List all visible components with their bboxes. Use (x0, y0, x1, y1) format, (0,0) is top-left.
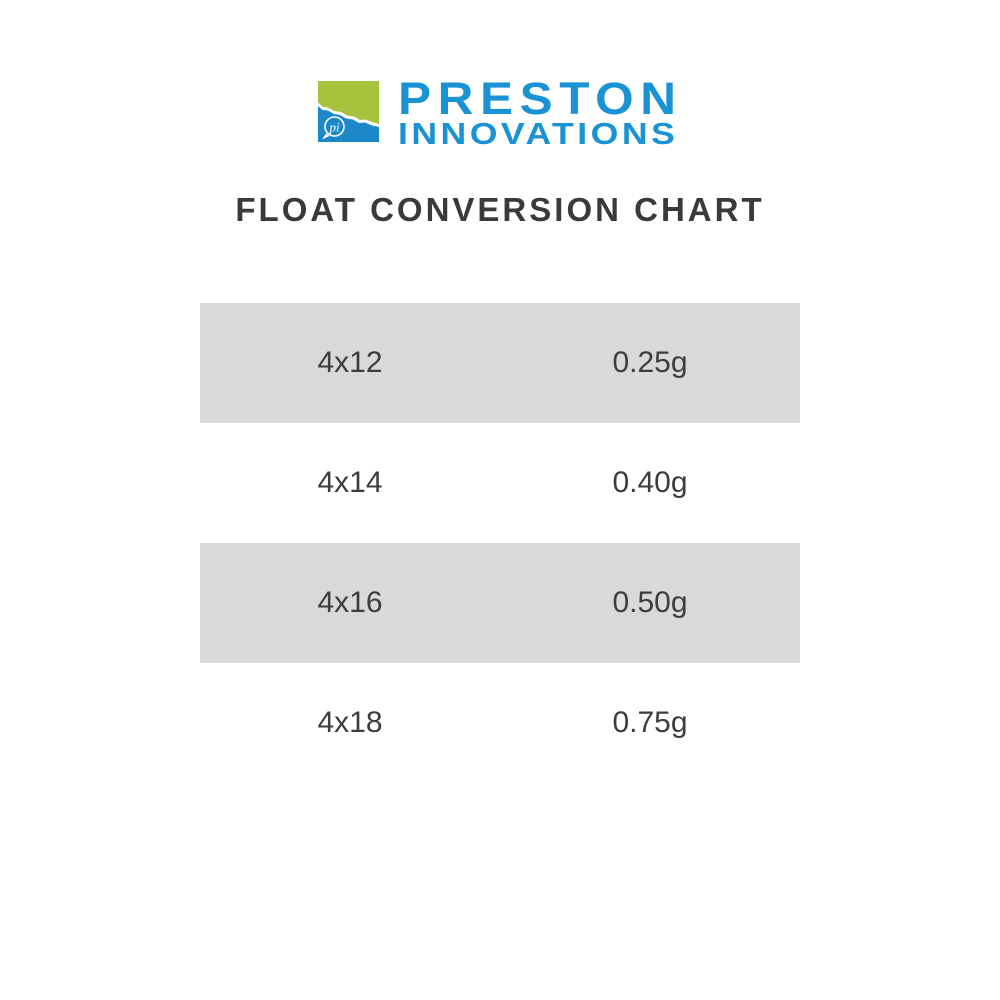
float-size-cell: 4x14 (317, 466, 383, 499)
brand-name-line1: PRESTON (398, 73, 683, 124)
table-row: 4x18 0.75g (200, 663, 800, 783)
conversion-table: 4x12 0.25g 4x14 0.40g 4x16 0.50g 4x18 0.… (200, 303, 800, 783)
pi-emblem-icon: pi (322, 116, 345, 140)
preston-logo-mark-icon: pi (318, 81, 379, 142)
svg-text:pi: pi (328, 120, 340, 135)
table-row: 4x12 0.25g (200, 303, 800, 423)
page-title: FLOAT CONVERSION CHART (235, 191, 765, 228)
brand-name-line2: INNOVATIONS (398, 116, 679, 151)
float-size-cell: 4x12 (317, 346, 383, 379)
float-size-cell: 4x16 (317, 586, 383, 619)
float-size-cell: 4x18 (317, 706, 383, 739)
weight-cell: 0.25g (612, 346, 688, 379)
table-row: 4x16 0.50g (200, 543, 800, 663)
table-row: 4x14 0.40g (200, 423, 800, 543)
weight-cell: 0.75g (612, 706, 688, 739)
brand-wordmark: PRESTON INNOVATIONS (398, 76, 676, 149)
weight-cell: 0.50g (612, 586, 688, 619)
weight-cell: 0.40g (612, 466, 688, 499)
